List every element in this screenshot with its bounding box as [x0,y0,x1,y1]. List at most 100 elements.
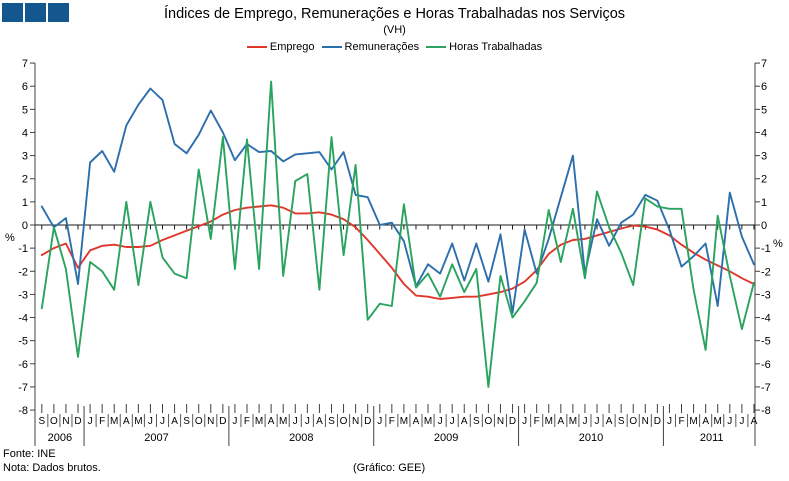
chart-subtitle: (VH) [383,24,406,36]
y-tick-label-right: 7 [761,58,767,70]
y-tick-label-right: -6 [761,359,771,371]
month-label: M [569,416,577,427]
logo [2,3,69,22]
month-label: A [171,416,178,427]
y-tick-label-left: 0 [22,220,28,232]
y-tick-label-left: -8 [18,405,28,417]
legend-swatch-remuneracoes [321,45,342,49]
month-label: N [62,416,69,427]
series-line-horas-trabalhadas [40,80,755,388]
month-label: O [195,416,203,427]
month-label: O [484,416,492,427]
month-label: J [727,416,732,427]
y-tick-label-right: -1 [761,243,771,255]
month-label: F [534,416,540,427]
month-label: A [413,416,420,427]
month-label: A [461,416,468,427]
y-tick-label-left: -5 [18,336,28,348]
month-label: J [450,416,455,427]
month-label: A [268,416,275,427]
month-label: D [219,416,226,427]
month-label: D [364,416,371,427]
month-label: M [545,416,553,427]
logo-square [25,3,46,22]
year-label: 2007 [144,432,168,444]
legend-item-emprego: Emprego [246,41,315,53]
year-label: 2010 [579,432,603,444]
month-label: O [629,416,637,427]
y-tick-label-left: 4 [22,127,28,139]
y-tick-label-left: -2 [18,266,28,278]
month-label: A [751,416,758,427]
legend-item-horas-trabalhadas: Horas Trabalhadas [426,41,542,53]
month-label: F [244,416,250,427]
y-tick-label-right: -4 [761,313,771,325]
month-label: J [160,416,165,427]
y-tick-label-right: -5 [761,336,771,348]
y-tick-label-right: 1 [761,197,767,209]
year-label: 2011 [700,432,724,444]
legend: Emprego Remunerações Horas Trabalhadas [0,41,789,53]
month-label: J [595,416,600,427]
month-label: S [473,416,480,427]
month-label: F [389,416,395,427]
month-label: J [293,416,298,427]
month-label: J [739,416,744,427]
y-tick-label-right: 0 [761,220,767,232]
month-label: N [352,416,359,427]
y-tick-label-left: -7 [18,382,28,394]
month-label: O [50,416,58,427]
month-label: S [183,416,190,427]
month-label: J [522,416,527,427]
footer-source: Fonte: INE [3,448,56,460]
month-label: J [667,416,672,427]
month-label: D [74,416,81,427]
month-label: M [714,416,722,427]
y-tick-label-left: -4 [18,313,28,325]
month-label: J [148,416,153,427]
month-label: A [606,416,613,427]
month-label: A [557,416,564,427]
month-label: A [316,416,323,427]
month-label: M [110,416,118,427]
year-label: 2006 [48,432,72,444]
month-label: D [509,416,516,427]
y-tick-label-right: 6 [761,81,767,93]
legend-swatch-horas-trabalhadas [426,45,447,49]
y-tick-label-right: 2 [761,174,767,186]
month-label: M [279,416,287,427]
y-tick-label-left: 1 [22,197,28,209]
month-label: A [123,416,130,427]
month-label: O [340,416,348,427]
series-line-remuneracoes [40,87,755,314]
y-tick-label-left: 2 [22,174,28,186]
month-label: S [38,416,45,427]
y-tick-label-right: 5 [761,104,767,116]
legend-label-emprego: Emprego [269,41,315,53]
y-tick-label-right: -8 [761,405,771,417]
y-tick-label-left: -6 [18,359,28,371]
month-label: J [305,416,310,427]
y-axis-unit-left: % [5,232,15,244]
month-label: A [702,416,709,427]
month-label: F [678,416,684,427]
month-label: J [582,416,587,427]
logo-square [48,3,69,22]
y-tick-label-right: -7 [761,382,771,394]
month-label: J [88,416,93,427]
month-label: N [207,416,214,427]
logo-square [2,3,23,22]
y-tick-label-right: -3 [761,289,771,301]
y-axis-unit-right: % [773,238,783,250]
year-label: 2009 [434,432,458,444]
y-tick-label-right: -2 [761,266,771,278]
month-label: N [497,416,504,427]
month-label: M [255,416,263,427]
y-tick-label-right: 4 [761,127,767,139]
month-label: J [438,416,443,427]
y-tick-label-left: 7 [22,58,28,70]
page-title: Índices de Emprego, Remunerações e Horas… [163,6,626,22]
year-label: 2008 [289,432,313,444]
